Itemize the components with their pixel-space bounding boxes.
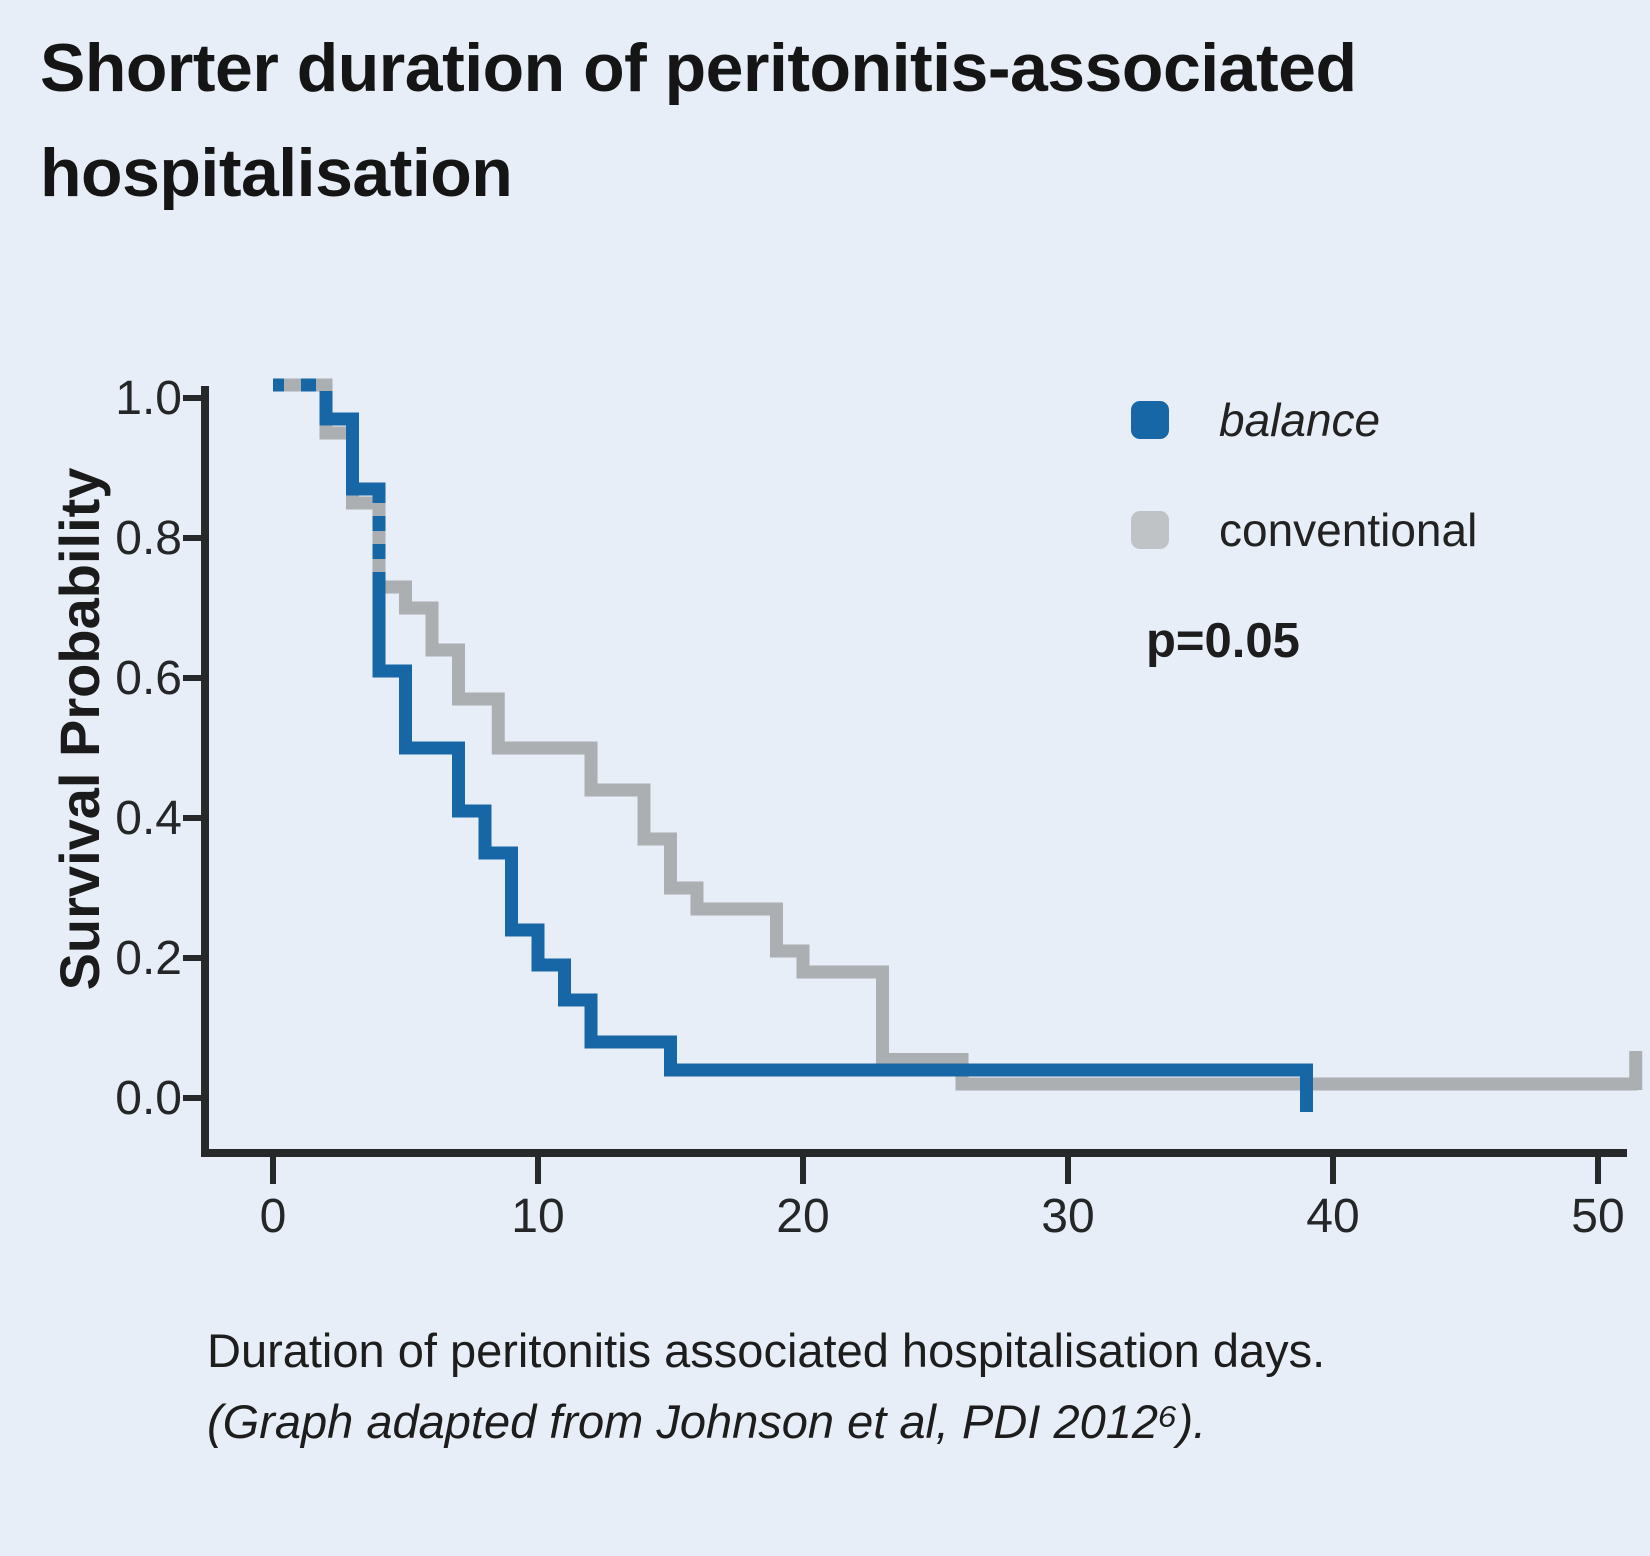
y-tick-label: 1.0 <box>115 372 182 425</box>
caption: Duration of peritonitis associated hospi… <box>207 1316 1607 1457</box>
y-tick-label: 0.2 <box>115 932 182 985</box>
balance-curve <box>319 391 1313 1112</box>
legend-label-conventional: conventional <box>1219 504 1478 556</box>
caption-line-1: Duration of peritonitis associated hospi… <box>207 1324 1326 1377</box>
y-tick-label: 0.4 <box>115 792 182 845</box>
x-tick-label: 10 <box>511 1190 564 1243</box>
p-value-annotation: p=0.05 <box>1146 614 1300 668</box>
x-tick-label: 20 <box>776 1190 829 1243</box>
conventional-swatch-icon <box>1131 511 1169 549</box>
x-tick-label: 30 <box>1041 1190 1094 1243</box>
axis-line <box>201 386 1627 1157</box>
x-tick-label: 40 <box>1306 1190 1359 1243</box>
x-tick-label: 0 <box>260 1190 287 1243</box>
legend-label-balance: balance <box>1219 394 1381 446</box>
legend-item-conventional: conventional <box>1131 503 1477 557</box>
y-axis-title: Survival Probability <box>48 467 111 991</box>
y-tick-label: 0.0 <box>115 1072 182 1125</box>
caption-line-2: (Graph adapted from Johnson et al, PDI 2… <box>207 1394 1207 1448</box>
y-tick-label: 0.6 <box>115 652 182 705</box>
x-tick-label: 50 <box>1571 1190 1624 1243</box>
balance-swatch-icon <box>1131 401 1169 439</box>
legend: balance conventional p=0.05 <box>1131 393 1477 669</box>
legend-item-balance: balance <box>1131 393 1477 447</box>
y-tick-label: 0.8 <box>115 512 182 565</box>
chart-title: Shorter duration of peritonitis-associat… <box>40 30 1357 212</box>
